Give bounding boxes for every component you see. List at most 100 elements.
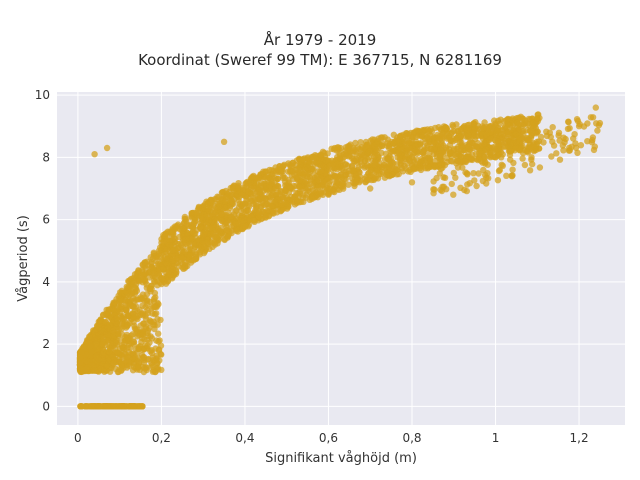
data-point	[150, 249, 157, 256]
y-tick-label: 6	[42, 213, 50, 227]
data-point	[126, 362, 133, 369]
y-tick-label: 0	[42, 399, 50, 413]
data-point	[384, 140, 391, 147]
data-point	[139, 312, 147, 319]
data-point	[152, 294, 159, 301]
chart-title-line-1: År 1979 - 2019	[263, 31, 377, 49]
data-point	[285, 168, 292, 175]
data-point	[103, 144, 111, 152]
data-point	[371, 153, 378, 160]
data-point	[536, 164, 544, 171]
data-point	[350, 167, 357, 174]
data-point	[390, 139, 398, 147]
data-point	[293, 197, 301, 204]
data-point	[150, 266, 157, 274]
data-point	[452, 174, 459, 181]
data-point	[316, 189, 323, 196]
data-point	[272, 199, 280, 206]
data-point	[105, 308, 112, 316]
data-point	[244, 207, 251, 214]
data-point	[248, 173, 256, 181]
data-point	[470, 170, 477, 177]
data-point	[116, 325, 123, 332]
data-point	[220, 138, 228, 145]
data-point	[510, 159, 517, 167]
data-point	[242, 180, 249, 187]
data-point	[135, 354, 142, 362]
data-point	[471, 126, 478, 133]
data-point	[147, 348, 154, 355]
data-point	[519, 155, 526, 162]
data-point	[274, 206, 281, 213]
data-point	[450, 191, 457, 198]
data-point	[412, 143, 419, 150]
data-point	[254, 175, 261, 182]
data-point	[418, 128, 426, 135]
data-point	[124, 312, 131, 320]
data-point	[574, 149, 581, 156]
data-point	[200, 232, 207, 239]
data-point	[125, 277, 132, 285]
data-point	[106, 368, 114, 375]
data-point	[565, 118, 572, 126]
data-point	[176, 233, 183, 241]
data-point	[76, 354, 84, 361]
data-point	[241, 200, 249, 207]
data-point	[448, 180, 455, 188]
data-point	[123, 307, 130, 314]
data-point	[226, 204, 234, 212]
data-point	[137, 403, 144, 410]
data-point	[260, 168, 267, 175]
data-point	[211, 215, 219, 223]
data-point	[187, 243, 194, 251]
x-tick-label: 0,8	[402, 431, 421, 445]
data-point	[439, 132, 446, 139]
data-point	[144, 309, 152, 317]
data-point	[527, 127, 534, 134]
data-point	[280, 173, 287, 180]
data-point	[157, 254, 165, 261]
data-point	[498, 154, 505, 161]
data-point	[403, 130, 411, 137]
data-point	[141, 259, 149, 266]
data-point	[549, 138, 556, 145]
data-point	[146, 285, 154, 293]
data-point	[270, 210, 277, 217]
data-point	[540, 139, 547, 146]
data-point	[155, 330, 162, 337]
data-point	[88, 348, 95, 356]
data-point	[109, 327, 116, 334]
data-point	[566, 125, 573, 132]
data-point	[430, 178, 437, 185]
y-tick-label: 4	[42, 275, 50, 289]
y-tick-label: 10	[35, 88, 50, 102]
data-point	[338, 180, 345, 187]
data-point	[238, 191, 246, 199]
data-point	[410, 129, 418, 136]
data-point	[130, 303, 137, 310]
data-point	[345, 181, 352, 188]
y-axis-ticks: 0 2 4 6 8 10	[35, 88, 50, 413]
data-point	[211, 241, 219, 248]
data-point	[116, 309, 124, 317]
data-point	[216, 200, 223, 208]
data-point	[512, 139, 520, 146]
data-point	[163, 246, 171, 253]
data-point	[503, 117, 510, 124]
data-point	[169, 228, 176, 235]
data-point	[399, 138, 406, 145]
data-point	[97, 365, 105, 372]
data-point	[387, 154, 395, 162]
data-point	[555, 132, 562, 139]
data-point	[140, 271, 147, 279]
data-point	[471, 131, 478, 138]
data-point	[508, 140, 515, 147]
data-point	[367, 137, 374, 144]
data-point	[283, 194, 291, 201]
data-point	[138, 338, 145, 346]
data-point	[302, 194, 310, 201]
data-point	[317, 151, 324, 158]
data-point	[487, 148, 495, 156]
data-point	[439, 183, 446, 190]
data-point	[86, 334, 94, 341]
